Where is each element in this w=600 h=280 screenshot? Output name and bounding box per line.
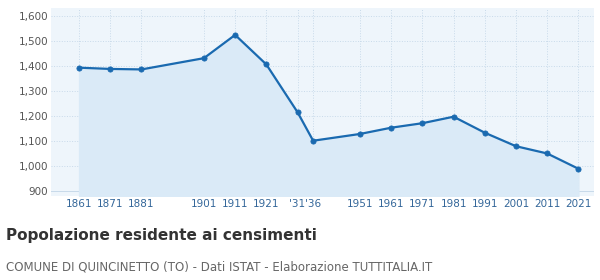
Text: Popolazione residente ai censimenti: Popolazione residente ai censimenti — [6, 228, 317, 243]
Text: COMUNE DI QUINCINETTO (TO) - Dati ISTAT - Elaborazione TUTTITALIA.IT: COMUNE DI QUINCINETTO (TO) - Dati ISTAT … — [6, 260, 432, 273]
